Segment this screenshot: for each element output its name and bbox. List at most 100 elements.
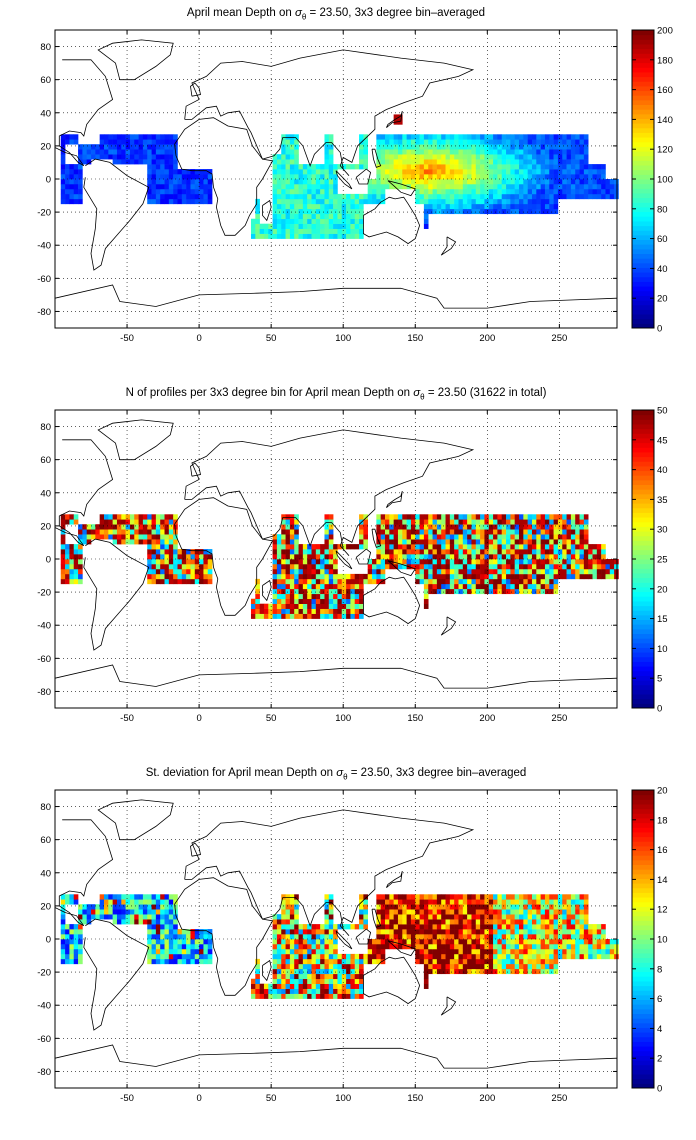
heatmap-cell [302,563,308,570]
heatmap-cell [592,929,598,935]
coastline [386,490,403,509]
heatmap-cell [592,573,598,580]
heatmap-cell [307,203,312,210]
heatmap-cell [337,983,343,989]
colorbar-step [632,507,654,513]
heatmap-cell [449,134,455,140]
heatmap-cell [315,939,321,945]
heatmap-cell [181,958,187,965]
colorbar-step [632,803,654,810]
heatmap-cell [454,154,459,160]
heatmap-cell [328,608,334,614]
heatmap-cell [506,583,511,590]
heatmap-cell [272,573,278,580]
heatmap-cell [419,578,425,585]
heatmap-cell [69,519,75,525]
heatmap-cell [458,193,464,200]
heatmap-cell [315,578,321,585]
heatmap-cell [497,539,503,545]
heatmap-cell [155,919,161,925]
heatmap-cell [557,514,563,520]
heatmap-cell [471,544,477,550]
heatmap-cell [436,909,442,915]
heatmap-cell [583,934,589,940]
heatmap-cell [588,169,593,175]
heatmap-cell [160,159,165,165]
heatmap-cell [194,943,200,950]
heatmap-cell [428,934,433,940]
heatmap-cell [333,573,338,580]
heatmap-cell [199,563,204,570]
heatmap-cell [354,573,360,580]
heatmap-cell [423,583,429,590]
heatmap-cell [519,208,524,215]
heatmap-cell [497,514,503,520]
heatmap-cell [294,894,299,900]
heatmap-cell [164,544,170,550]
heatmap-cell [380,554,386,560]
heatmap-cell [294,514,299,520]
heatmap-cell [553,554,559,560]
heatmap-cell [108,154,113,160]
heatmap-cell [419,929,425,935]
heatmap-cell [549,514,554,520]
heatmap-cell [428,524,433,530]
heatmap-cell [441,958,446,965]
std-dev-panel: St. deviation for April mean Depth on σθ… [0,760,696,1140]
heatmap-cell [255,973,260,980]
colorbar-step [632,295,654,301]
heatmap-cell [190,929,196,935]
heatmap-cell [592,934,598,940]
heatmap-cell [514,139,520,145]
heatmap-cell [583,149,589,155]
heatmap-cell [402,919,407,925]
heatmap-cell [112,899,118,905]
heatmap-cell [82,144,87,150]
heatmap-cell [315,554,321,560]
heatmap-cell [493,174,498,180]
heatmap-cell [320,598,325,604]
heatmap-cell [570,919,576,925]
heatmap-cell [449,149,455,155]
heatmap-cell [281,174,286,180]
heatmap-cell [324,529,330,535]
heatmap-cell [302,218,308,224]
heatmap-cell [436,563,442,570]
heatmap-cell [95,914,100,920]
heatmap-cell [557,559,563,565]
heatmap-cell [302,958,308,965]
heatmap-cell [91,524,96,530]
heatmap-cell [566,514,572,520]
heatmap-cell [488,929,494,935]
heatmap-cell [557,154,563,160]
heatmap-cell [432,919,438,925]
heatmap-cell [272,583,278,590]
heatmap-cell [173,544,178,550]
heatmap-cell [380,174,386,180]
coastline [362,956,421,1005]
heatmap-cell [380,169,386,175]
heatmap-cell [333,233,338,239]
heatmap-cell [454,943,459,950]
heatmap-cell [311,203,317,210]
heatmap-cell [557,894,563,900]
heatmap-cell [419,159,425,165]
heatmap-cell [428,578,433,585]
heatmap-cell [423,188,429,195]
heatmap-cell [160,139,165,145]
heatmap-cell [397,544,403,550]
heatmap-cell [155,573,161,580]
heatmap-cell [294,573,299,580]
heatmap-cell [263,988,269,994]
heatmap-cell [570,573,576,580]
heatmap-cell [480,519,485,525]
heatmap-cell [501,588,507,595]
heatmap-cell [311,993,317,999]
heatmap-cell [458,159,464,165]
heatmap-cell [272,188,278,195]
heatmap-cell [147,524,152,530]
heatmap-cell [531,174,537,180]
heatmap-cell [583,573,589,580]
heatmap-cell [103,139,109,145]
heatmap-cell [324,213,330,220]
